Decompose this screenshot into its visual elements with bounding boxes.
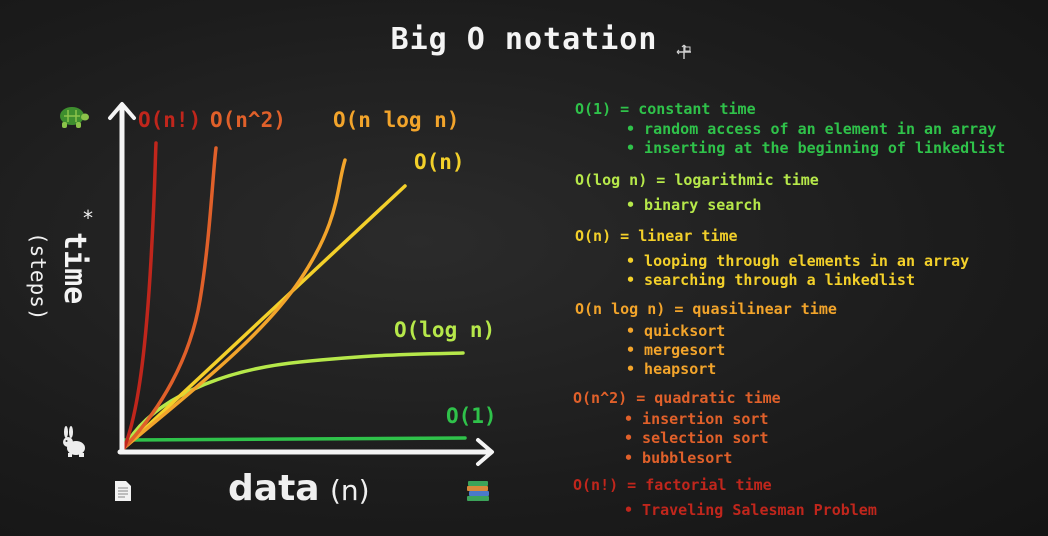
legend-item: • bubblesort [624,449,733,467]
curve-o1 [122,436,467,442]
label-on2: O(n^2) [210,108,286,132]
legend-head-on: O(n) = linear time [575,227,738,245]
legend-item: • mergesort [626,341,726,359]
curve-onfact [122,141,158,450]
document-icon [115,481,131,501]
legend-head-onlogn: O(n log n) = quasilinear time [575,300,837,318]
legend-item: • quicksort [626,322,726,340]
curve-onlogn [122,158,347,450]
turtle-icon [60,107,89,128]
x-axis-arrow [476,438,494,466]
legend-item: • looping through elements in an array [626,252,970,270]
legend-item: • selection sort [624,429,769,447]
label-on: O(n) [414,150,465,174]
x-axis-sublabel: (n) [330,474,370,507]
books-stack-icon [467,481,489,501]
axes [108,102,494,466]
curve-on2 [122,146,218,450]
curve-ologn [122,351,465,450]
y-axis-arrow [108,102,136,120]
label-o1: O(1) [446,404,497,428]
page-title: Big O notation [390,22,658,57]
legend-head-onfact: O(n!) = factorial time [573,476,772,494]
legend-head-o1: O(1) = constant time [575,100,756,118]
legend-item: • Traveling Salesman Problem [624,501,877,519]
legend-item: • random access of an element in an arra… [626,120,997,138]
legend-item: • searching through a linkedlist [626,271,915,289]
label-ologn: O(log n) [394,318,496,342]
curves-group [122,141,467,450]
legend-item: • inserting at the beginning of linkedli… [626,139,1006,157]
legend-head-on2: O(n^2) = quadratic time [573,389,781,407]
x-axis-label: data [228,468,320,509]
y-axis-star: * [82,206,95,230]
legend-item: • heapsort [626,360,717,378]
legend-item: • binary search [626,196,762,214]
label-onlogn: O(n log n) [333,108,460,132]
legend-head-ologn: O(log n) = logarithmic time [575,171,819,189]
label-onfact: O(n!) [138,108,202,132]
legend-item: • insertion sort [624,410,769,428]
move-cursor-icon [676,44,691,59]
curve-on [122,184,407,450]
complexity-chart [108,102,494,466]
rabbit-icon [63,426,85,457]
